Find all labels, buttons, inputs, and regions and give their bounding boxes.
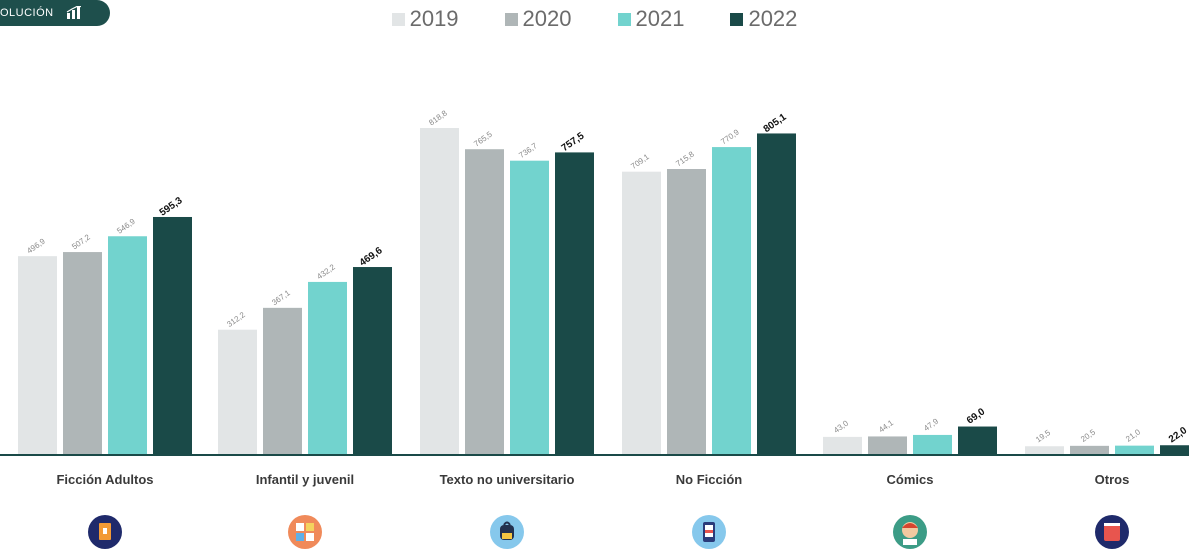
data-label: 312,2 <box>225 310 247 329</box>
data-label: 432,2 <box>315 262 337 281</box>
category-label: No Ficción <box>676 472 743 487</box>
data-label: 69,0 <box>965 406 988 426</box>
bar-2020-2[interactable] <box>465 149 504 454</box>
data-label: 770,9 <box>719 127 741 146</box>
legend-label-2022: 2022 <box>748 6 798 31</box>
badge-label: OLUCIÓN <box>0 7 54 19</box>
bar-2021-0[interactable] <box>108 236 147 454</box>
data-label: 367,1 <box>270 288 292 307</box>
bar-2019-5[interactable] <box>1025 446 1064 454</box>
bar-2020-3[interactable] <box>667 169 706 454</box>
bar-2021-3[interactable] <box>712 147 751 454</box>
blocks-icon <box>288 515 322 549</box>
data-label: 47,9 <box>922 416 940 433</box>
data-label: 546,9 <box>115 216 137 235</box>
data-label: 757,5 <box>560 130 587 154</box>
legend-label-2021: 2021 <box>635 6 685 31</box>
data-label: 21,0 <box>1124 427 1142 444</box>
bar-2019-2[interactable] <box>420 128 459 454</box>
data-label: 709,1 <box>629 152 651 171</box>
book-icon <box>88 515 122 549</box>
bar-2022-0[interactable] <box>153 216 192 454</box>
bar-2022-4[interactable] <box>958 426 997 454</box>
data-label: 22,0 <box>1167 425 1189 445</box>
data-label: 736,7 <box>517 141 539 160</box>
legend-item-2019[interactable]: 2019 <box>391 6 459 32</box>
data-label: 507,2 <box>70 232 92 251</box>
bar-2022-2[interactable] <box>555 152 594 455</box>
category-label: Infantil y juvenil <box>256 472 354 487</box>
bar-2022-3[interactable] <box>757 133 796 454</box>
legend-swatch-2022 <box>730 12 744 26</box>
bar-2019-0[interactable] <box>18 256 57 454</box>
data-label: 469,6 <box>358 245 385 269</box>
category-label: Ficción Adultos <box>56 472 153 487</box>
category-label: Cómics <box>887 472 934 487</box>
data-label: 765,5 <box>472 129 494 148</box>
legend-swatch-2021 <box>617 12 631 26</box>
data-label: 19,5 <box>1034 428 1052 445</box>
chart-legend: 2019 2020 2021 2022 <box>0 6 1189 32</box>
bar-2021-5[interactable] <box>1115 445 1154 454</box>
legend-label-2019: 2019 <box>409 6 459 31</box>
bar-2022-5[interactable] <box>1160 445 1189 454</box>
bar-2021-2[interactable] <box>510 160 549 454</box>
bar-2019-4[interactable] <box>823 436 862 454</box>
bar-2022-1[interactable] <box>353 267 392 454</box>
bar-2020-5[interactable] <box>1070 445 1109 454</box>
data-label: 818,8 <box>427 108 449 127</box>
comic-character-icon <box>893 515 927 549</box>
bar-chart-icon <box>66 6 82 20</box>
legend-item-2020[interactable]: 2020 <box>504 6 572 32</box>
bar-2020-1[interactable] <box>263 307 302 454</box>
data-label: 44,1 <box>877 418 895 435</box>
data-label: 715,8 <box>674 149 696 168</box>
data-label: 43,0 <box>832 418 850 435</box>
legend-item-2022[interactable]: 2022 <box>730 6 797 32</box>
data-label: 805,1 <box>762 111 789 135</box>
bar-2019-3[interactable] <box>622 171 661 454</box>
bar-2020-0[interactable] <box>63 252 102 454</box>
bar-2021-1[interactable] <box>308 281 347 454</box>
bar-2020-4[interactable] <box>868 436 907 454</box>
legend-swatch-2019 <box>391 12 405 26</box>
data-label: 595,3 <box>158 195 185 219</box>
smartphone-icon <box>692 515 726 549</box>
bar-2019-1[interactable] <box>218 329 257 454</box>
legend-swatch-2020 <box>504 12 518 26</box>
data-label: 496,9 <box>25 236 47 255</box>
bar-2021-4[interactable] <box>913 434 952 454</box>
closed-book-icon <box>1095 515 1129 549</box>
legend-label-2020: 2020 <box>522 6 572 31</box>
category-label: Texto no universitario <box>440 472 575 487</box>
legend-item-2021[interactable]: 2021 <box>617 6 685 32</box>
solution-badge[interactable]: OLUCIÓN <box>0 0 110 26</box>
data-label: 20,5 <box>1079 427 1097 444</box>
backpack-icon <box>490 515 524 549</box>
category-label: Otros <box>1095 472 1130 487</box>
